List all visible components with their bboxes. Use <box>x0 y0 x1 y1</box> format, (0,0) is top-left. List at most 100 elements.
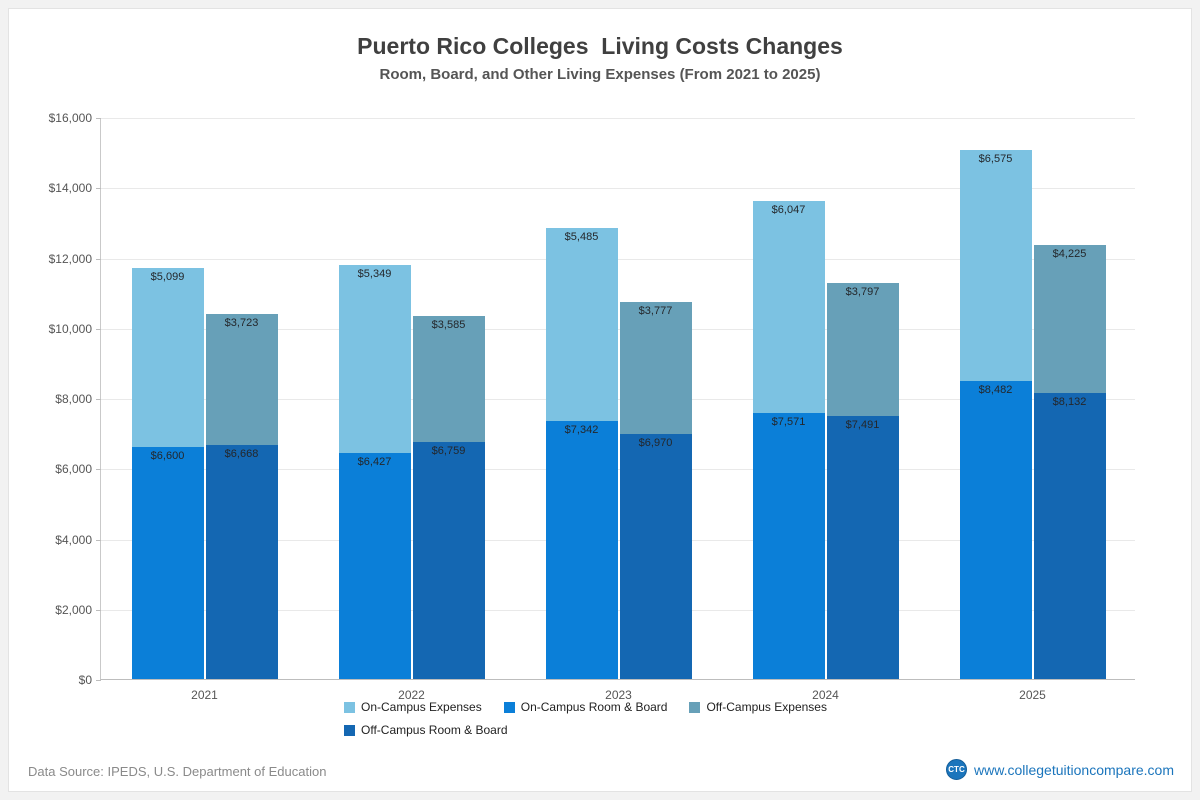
bar-value-label: $3,585 <box>431 318 466 331</box>
bar-value-label: $4,225 <box>1052 247 1087 260</box>
legend-label: Off-Campus Room & Board <box>361 723 508 737</box>
bar-value-label: $6,668 <box>224 447 259 460</box>
gridline <box>101 539 1135 541</box>
bar-segment: $7,342 <box>545 421 618 679</box>
y-axis-tick <box>96 188 101 190</box>
legend-items: On-Campus Expenses On-Campus Room & Board… <box>344 700 856 737</box>
bar-value-label: $7,571 <box>771 416 806 429</box>
bar-value-label: $6,600 <box>150 450 185 463</box>
bar-value-label: $7,491 <box>845 418 880 431</box>
y-axis-label: $16,000 <box>48 111 92 125</box>
legend-swatch <box>344 701 355 713</box>
bar-segment: $6,970 <box>619 434 692 679</box>
y-axis-label: $14,000 <box>48 181 92 196</box>
y-axis-tick <box>96 258 101 260</box>
legend-label: On-Campus Expenses <box>361 700 482 714</box>
bar-off-campus: $3,585 $6,759 <box>412 315 485 679</box>
y-axis-tick <box>96 539 101 541</box>
bar-off-campus: $4,225 $8,132 <box>1033 244 1106 679</box>
bar-on-campus: $5,485 $7,342 <box>545 228 618 679</box>
bar-value-label: $8,482 <box>978 384 1013 397</box>
bar-off-campus: $3,797 $7,491 <box>826 282 899 679</box>
y-axis-label: $6,000 <box>55 462 92 477</box>
bar-on-campus: $6,047 $7,571 <box>752 200 825 679</box>
bar-off-campus: $3,723 $6,668 <box>205 314 278 679</box>
y-axis-tick <box>96 680 101 681</box>
x-axis-label: 2025 <box>1019 688 1046 702</box>
bar-off-campus: $3,777 $6,970 <box>619 301 692 679</box>
gridline <box>101 328 1135 330</box>
bar-value-label: $3,723 <box>224 317 259 330</box>
legend-swatch <box>689 701 701 713</box>
ctc-logo-icon: CTC <box>946 759 968 780</box>
bar-value-label: $8,132 <box>1052 396 1087 409</box>
website-credit: CTC www.collegetuitioncompare.com <box>946 759 1174 780</box>
plot-area: $0 $2,000 $4,000 $6,000 $8,000 $10,000 $12,000… <box>49 111 1135 702</box>
bar-value-label: $6,575 <box>978 153 1013 166</box>
bar-value-label: $5,099 <box>150 271 185 284</box>
bar-segment: $3,723 <box>205 314 278 445</box>
y-axis-tick <box>96 469 101 471</box>
website-link[interactable]: www.collegetuitioncompare.com <box>974 761 1174 778</box>
bar-segment: $7,491 <box>826 415 899 679</box>
legend-swatch <box>503 701 515 713</box>
gridline <box>101 609 1135 611</box>
gridline <box>101 188 1135 190</box>
bar-segment: $8,482 <box>959 381 1032 679</box>
gridline <box>101 118 1135 119</box>
data-source-text: Data Source: IPEDS, U.S. Department of E… <box>28 764 327 779</box>
gridline <box>101 399 1135 400</box>
y-axis-label: $8,000 <box>55 392 92 406</box>
gridline <box>101 258 1135 260</box>
bar-segment: $6,427 <box>338 453 411 679</box>
bar-segment: $3,797 <box>826 282 899 416</box>
y-axis-tick <box>96 399 101 400</box>
bar-segment: $6,600 <box>131 447 204 679</box>
legend-item: On-Campus Expenses <box>344 700 482 714</box>
bar-segment: $5,099 <box>131 268 204 448</box>
legend-item: Off-Campus Expenses <box>689 700 827 714</box>
legend-item: Off-Campus Room & Board <box>344 723 508 737</box>
bar-value-label: $6,047 <box>771 203 806 216</box>
bar-on-campus: $6,575 $8,482 <box>959 150 1032 679</box>
y-axis-label: $10,000 <box>48 321 92 336</box>
y-axis-label: $2,000 <box>55 602 92 617</box>
bar-segment: $3,777 <box>619 301 692 435</box>
bar-segment: $3,585 <box>412 315 485 442</box>
legend-label: Off-Campus Expenses <box>706 700 827 714</box>
bar-value-label: $5,485 <box>564 231 599 244</box>
legend-swatch <box>344 724 355 736</box>
x-axis-label: 2024 <box>812 688 839 702</box>
bar-segment: $4,225 <box>1033 244 1106 394</box>
legend-label: On-Campus Room & Board <box>520 700 668 714</box>
bar-value-label: $3,777 <box>638 304 673 317</box>
bar-segment: $7,571 <box>752 413 825 679</box>
y-axis-label: $0 <box>78 673 92 687</box>
bar-value-label: $6,427 <box>357 456 392 469</box>
bar-on-campus: $5,099 $6,600 <box>131 268 204 679</box>
y-axis-tick <box>96 609 101 611</box>
legend: On-Campus Expenses On-Campus Room & Board… <box>0 700 1200 737</box>
y-axis-tick <box>96 328 101 330</box>
x-axis-label: 2023 <box>605 688 632 702</box>
bar-segment: $6,668 <box>205 444 278 679</box>
bar-segment: $5,349 <box>338 265 411 454</box>
legend-item: On-Campus Room & Board <box>503 700 668 714</box>
chart-subtitle: Room, Board, and Other Living Expenses (… <box>379 66 821 83</box>
bar-value-label: $7,342 <box>564 424 599 437</box>
y-axis-label: $4,000 <box>55 532 92 547</box>
bar-on-campus: $5,349 $6,427 <box>338 265 411 679</box>
y-axis-tick <box>96 118 101 119</box>
bar-segment: $6,759 <box>412 441 485 679</box>
bar-value-label: $3,797 <box>845 285 880 298</box>
x-axis-label: 2021 <box>191 688 218 702</box>
bar-value-label: $6,759 <box>431 444 466 457</box>
bar-segment: $5,485 <box>545 228 618 422</box>
y-axis-label: $12,000 <box>48 251 92 266</box>
x-axis-label: 2022 <box>398 688 425 702</box>
bar-value-label: $6,970 <box>638 437 673 450</box>
chart-title: Puerto Rico Colleges Living Costs Change… <box>357 33 843 59</box>
bar-segment: $8,132 <box>1033 393 1106 679</box>
gridline <box>101 469 1135 471</box>
